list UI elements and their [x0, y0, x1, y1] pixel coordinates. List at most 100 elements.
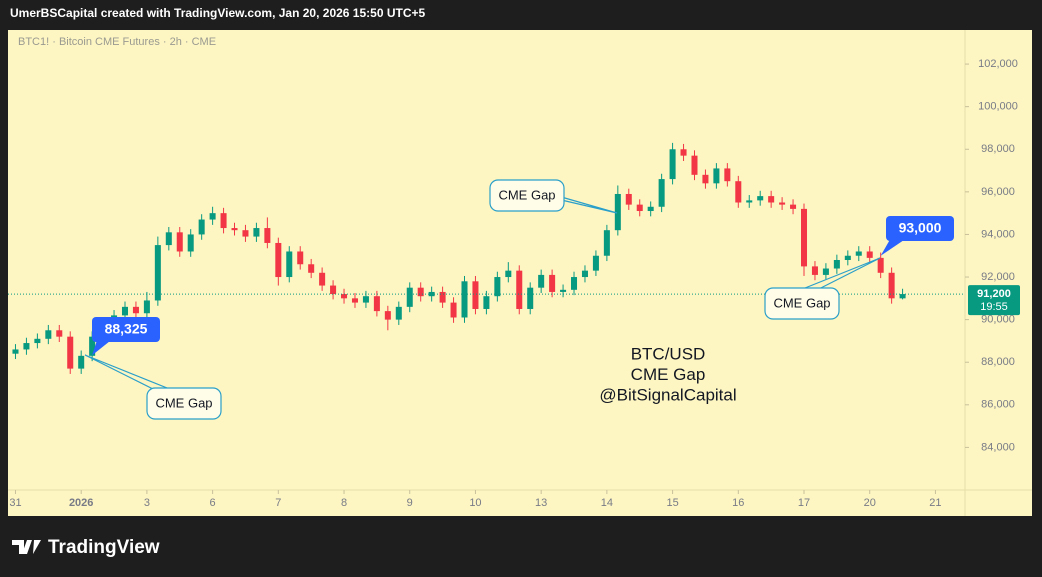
candle — [833, 254, 840, 274]
candle — [319, 267, 326, 291]
candle-body — [494, 277, 501, 297]
candle-body — [790, 204, 797, 209]
candle-body — [351, 298, 358, 303]
price-label-box — [92, 317, 160, 342]
candle-body — [713, 168, 720, 184]
y-tick-label: 98,000 — [981, 143, 1015, 155]
y-tick-label: 100,000 — [978, 101, 1018, 113]
candle — [538, 269, 545, 294]
candle-body — [89, 336, 96, 356]
candle — [603, 224, 610, 262]
x-tick-label: 3 — [144, 497, 150, 509]
candle — [680, 143, 687, 161]
candle-body — [406, 287, 413, 307]
candle — [844, 250, 851, 266]
candle — [143, 291, 150, 319]
price-label-box — [886, 216, 954, 241]
brand-name: TradingView — [48, 537, 160, 558]
candle-body — [319, 272, 326, 286]
y-tick-label: 96,000 — [981, 186, 1015, 198]
candle-body — [625, 193, 632, 205]
candle-body — [198, 219, 205, 235]
candle-body — [614, 193, 621, 231]
chart-title: BTC1! · Bitcoin CME Futures · 2h · CME — [18, 36, 216, 48]
candle-body — [373, 296, 380, 312]
candle — [56, 324, 63, 342]
candle-body — [658, 179, 665, 207]
candle-body — [264, 228, 271, 243]
candle-body — [34, 338, 41, 344]
candle — [450, 297, 457, 323]
price-label: 93,000 — [899, 220, 942, 236]
candle-body — [899, 294, 906, 299]
candle-body — [505, 270, 512, 278]
y-tick-label: 86,000 — [981, 399, 1015, 411]
candle-body — [669, 149, 676, 180]
candle-body — [811, 266, 818, 275]
candle-body — [417, 287, 424, 297]
candle — [636, 199, 643, 217]
candle-body — [702, 174, 709, 184]
candle — [768, 190, 775, 208]
candle — [330, 280, 337, 300]
candle-body — [132, 306, 139, 314]
candle-body — [187, 234, 194, 252]
callout-text: CME Gap — [155, 395, 212, 410]
candle-body — [833, 260, 840, 269]
candle-body — [23, 343, 30, 350]
candle — [549, 269, 556, 298]
candle — [297, 246, 304, 270]
candle — [746, 195, 753, 208]
callout-text: CME Gap — [773, 295, 830, 310]
candle — [735, 175, 742, 208]
candle — [45, 324, 52, 345]
candle — [384, 305, 391, 331]
annotation: CME Gap — [631, 365, 706, 384]
candle — [286, 246, 293, 283]
candle — [165, 226, 172, 251]
candle-body — [560, 289, 567, 292]
candle — [220, 207, 227, 234]
candle-body — [571, 277, 578, 290]
candle-body — [78, 355, 85, 369]
candle-body — [45, 330, 52, 339]
candle — [417, 282, 424, 302]
candle-body — [297, 251, 304, 265]
candle-body — [308, 264, 315, 273]
candle-body — [384, 311, 391, 320]
candle — [395, 301, 402, 325]
candle-body — [691, 155, 698, 175]
candle — [231, 222, 238, 236]
candle — [483, 290, 490, 315]
candle — [757, 190, 764, 206]
candle — [78, 350, 85, 374]
candle-body — [209, 213, 216, 220]
price-label: 88,325 — [105, 321, 148, 337]
candle — [176, 226, 183, 257]
candle — [866, 246, 873, 264]
y-tick-label: 102,000 — [978, 58, 1018, 70]
candle — [658, 173, 665, 213]
candle-body — [286, 251, 293, 278]
x-tick-label: 21 — [929, 497, 941, 509]
candle-body — [275, 242, 282, 278]
callout-box — [489, 179, 565, 212]
annotation: @BitSignalCapital — [599, 385, 736, 404]
candle-body — [516, 270, 523, 309]
candle — [779, 197, 786, 210]
x-tick-label: 8 — [341, 497, 347, 509]
candle-body — [395, 306, 402, 320]
candle-body — [855, 251, 862, 256]
x-tick-label: 13 — [535, 497, 547, 509]
candle — [209, 206, 216, 225]
annotation: BTC/USD — [631, 344, 706, 363]
candle-body — [165, 232, 172, 246]
candle-body — [735, 181, 742, 203]
candle — [23, 337, 30, 355]
last-price-label: 91,200 — [977, 288, 1011, 300]
candle-body — [779, 202, 786, 205]
header: UmerBSCapital created with TradingView.c… — [10, 6, 425, 20]
candle — [702, 169, 709, 189]
x-tick-label: 7 — [275, 497, 281, 509]
